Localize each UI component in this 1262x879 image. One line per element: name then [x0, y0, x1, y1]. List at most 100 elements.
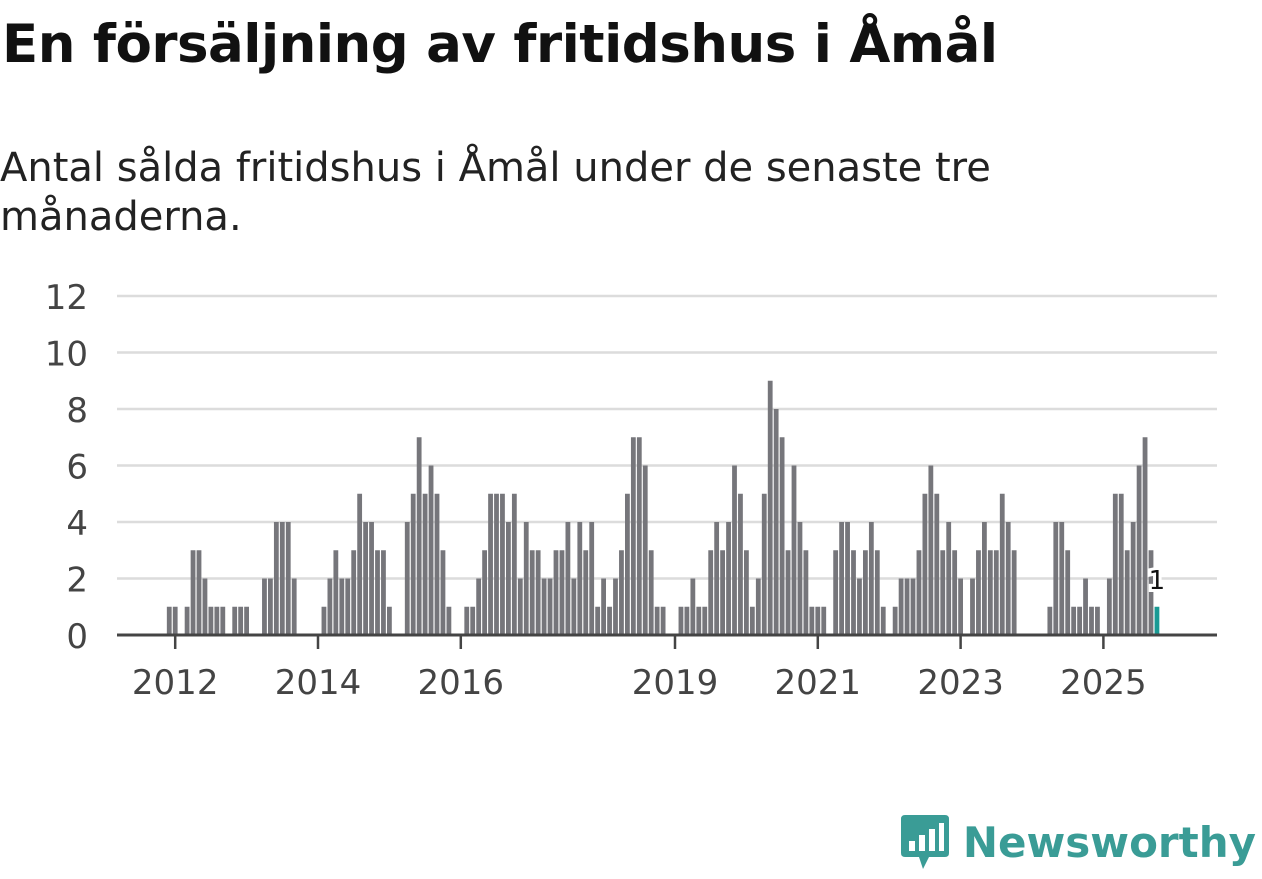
bar[interactable]	[976, 550, 981, 635]
bar[interactable]	[601, 578, 606, 636]
bar[interactable]	[880, 606, 886, 635]
bar[interactable]	[238, 606, 244, 635]
bar[interactable]	[815, 606, 821, 635]
bar[interactable]	[291, 578, 297, 636]
bar[interactable]	[428, 465, 434, 636]
bar[interactable]	[1071, 606, 1077, 635]
bar[interactable]	[660, 606, 666, 635]
bar[interactable]	[863, 550, 868, 635]
bar[interactable]	[952, 550, 958, 635]
bar[interactable]	[333, 550, 339, 635]
bar[interactable]	[678, 606, 684, 635]
bar[interactable]	[851, 550, 856, 635]
bar[interactable]	[708, 550, 714, 635]
bar[interactable]	[1142, 437, 1148, 635]
bar[interactable]	[1005, 522, 1011, 635]
bar[interactable]	[874, 550, 880, 635]
bar[interactable]	[1124, 550, 1130, 635]
bar[interactable]	[1011, 550, 1017, 635]
bar[interactable]	[690, 578, 696, 636]
bar[interactable]	[535, 550, 541, 635]
bar[interactable]	[387, 606, 392, 635]
bar[interactable]	[928, 465, 934, 636]
bar[interactable]	[744, 550, 749, 635]
bar[interactable]	[1130, 522, 1136, 635]
bar[interactable]	[898, 578, 904, 636]
bar[interactable]	[940, 550, 946, 635]
bar[interactable]	[684, 606, 690, 635]
bar[interactable]	[559, 550, 565, 635]
bar[interactable]	[172, 606, 178, 635]
bar[interactable]	[946, 522, 952, 635]
bar[interactable]	[1059, 522, 1065, 635]
bar[interactable]	[517, 578, 523, 636]
bar[interactable]	[375, 550, 380, 635]
bar[interactable]	[327, 578, 333, 636]
bar[interactable]	[934, 493, 940, 635]
bar[interactable]	[922, 493, 928, 635]
bar[interactable]	[732, 465, 737, 636]
bar[interactable]	[720, 550, 725, 635]
bar[interactable]	[476, 578, 482, 636]
bar[interactable]	[416, 437, 422, 635]
bar[interactable]	[482, 550, 487, 635]
bar[interactable]	[613, 578, 618, 636]
bar[interactable]	[619, 550, 624, 635]
bar[interactable]	[755, 578, 761, 636]
bar[interactable]	[696, 606, 702, 635]
bar[interactable]	[809, 606, 815, 635]
bar[interactable]	[803, 550, 809, 635]
bar[interactable]	[993, 550, 999, 635]
bar[interactable]	[244, 606, 249, 635]
bar[interactable]	[648, 550, 654, 635]
bar[interactable]	[1148, 550, 1154, 635]
bar[interactable]	[190, 550, 196, 635]
bar[interactable]	[339, 578, 345, 636]
bar[interactable]	[220, 606, 226, 635]
bar[interactable]	[488, 493, 493, 635]
bar[interactable]	[595, 606, 601, 635]
bar[interactable]	[523, 522, 529, 635]
bar[interactable]	[369, 522, 374, 635]
bar[interactable]	[833, 550, 839, 635]
bar[interactable]	[892, 606, 898, 635]
bar[interactable]	[607, 606, 612, 635]
bar[interactable]	[970, 578, 975, 636]
bar[interactable]	[351, 550, 357, 635]
bar[interactable]	[958, 578, 963, 636]
bar[interactable]	[565, 522, 571, 635]
bar[interactable]	[470, 606, 476, 635]
bar[interactable]	[1083, 578, 1088, 636]
bar[interactable]	[464, 606, 470, 635]
bar[interactable]	[511, 493, 517, 635]
bar[interactable]	[196, 550, 202, 635]
bar[interactable]	[726, 522, 731, 635]
bar[interactable]	[357, 493, 363, 635]
bar[interactable]	[262, 578, 267, 636]
bar[interactable]	[916, 550, 922, 635]
bar[interactable]	[791, 465, 797, 636]
bar[interactable]	[363, 522, 368, 635]
bar[interactable]	[845, 522, 850, 635]
bar[interactable]	[214, 606, 220, 635]
bar[interactable]	[982, 522, 987, 635]
bar[interactable]	[987, 550, 993, 635]
bar[interactable]	[434, 493, 440, 635]
bar[interactable]	[1106, 578, 1112, 636]
bar[interactable]	[761, 493, 767, 635]
bar[interactable]	[910, 578, 916, 636]
bar[interactable]	[779, 437, 785, 635]
bar[interactable]	[839, 522, 844, 635]
bar[interactable]	[1077, 606, 1082, 635]
bar[interactable]	[583, 550, 589, 635]
bar[interactable]	[321, 606, 327, 635]
bar[interactable]	[654, 606, 660, 635]
bar[interactable]	[1095, 606, 1100, 635]
bar[interactable]	[541, 578, 547, 636]
bar[interactable]	[232, 606, 238, 635]
bar[interactable]	[702, 606, 708, 635]
bar[interactable]	[738, 493, 743, 635]
bar[interactable]	[1118, 493, 1124, 635]
bar[interactable]	[625, 493, 630, 635]
bar[interactable]	[279, 522, 285, 635]
